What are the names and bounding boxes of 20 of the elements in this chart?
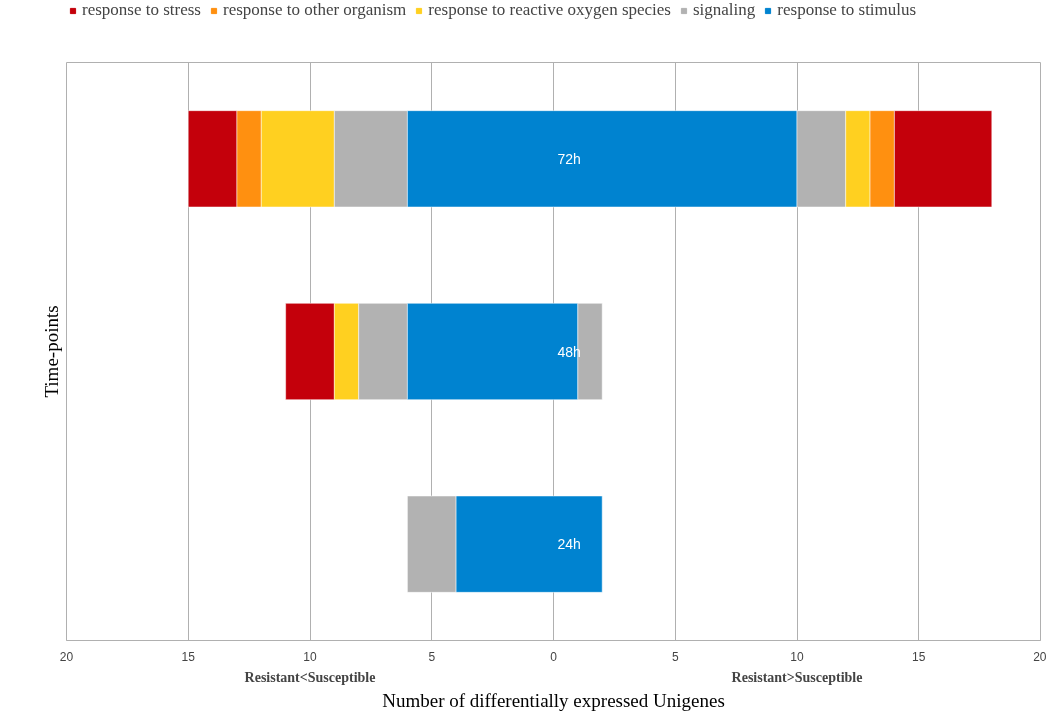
x-tick-label: 5 bbox=[428, 649, 436, 664]
legend-label: response to stimulus bbox=[777, 0, 917, 20]
x-tick-label: 5 bbox=[671, 649, 679, 664]
x-tick-label: 20 bbox=[1033, 649, 1047, 664]
legend-label: response to reactive oxygen species bbox=[428, 0, 671, 20]
legend-label: signaling bbox=[692, 0, 756, 20]
x-tick-label: 10 bbox=[790, 649, 804, 664]
y-axis-title: Time-points bbox=[40, 305, 62, 398]
x-tick-label: 15 bbox=[181, 649, 196, 664]
x-tick-label: 0 bbox=[550, 649, 558, 664]
x-axis-title: Number of differentially expressed Unigenes bbox=[382, 689, 725, 711]
text: Resistant>Susceptible bbox=[731, 669, 863, 685]
x-tick-label: 20 bbox=[59, 649, 74, 664]
legend-label: response to other organism bbox=[222, 0, 407, 20]
x-tick-label: 15 bbox=[912, 649, 926, 664]
legend-label: response to stress bbox=[82, 0, 201, 20]
y-tick-label: 72h bbox=[557, 150, 581, 167]
text: Resistant<Susceptible bbox=[244, 669, 376, 685]
x-tick-label: 10 bbox=[303, 649, 317, 664]
y-tick-label: 24h bbox=[557, 536, 581, 553]
